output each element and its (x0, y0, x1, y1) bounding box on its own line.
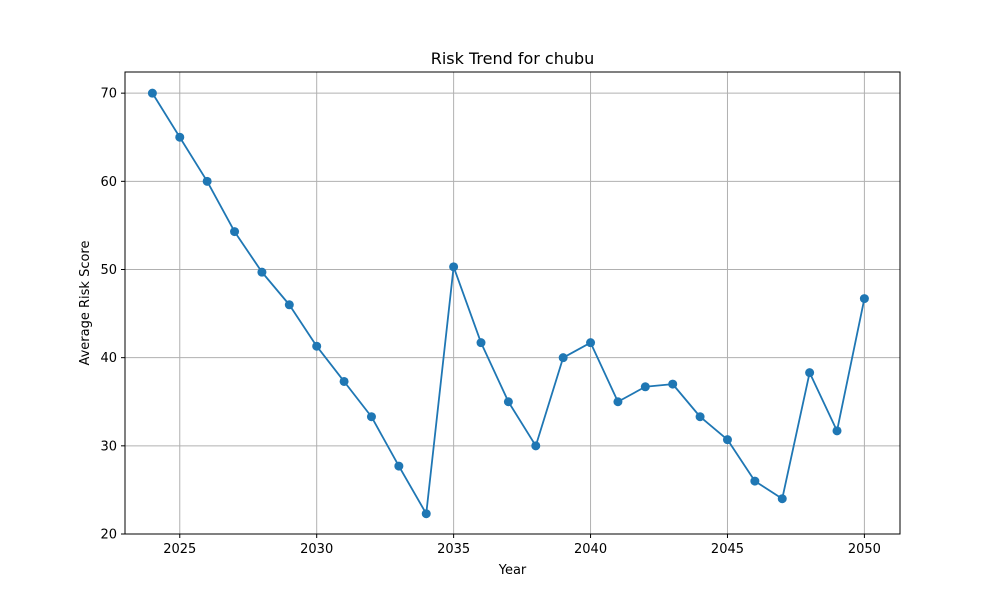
data-point (832, 426, 842, 436)
x-tick-label: 2025 (163, 542, 196, 557)
data-point (722, 435, 732, 445)
data-point (230, 227, 240, 237)
y-tick-label: 70 (100, 87, 117, 102)
data-point (394, 461, 404, 471)
x-axis-label: Year (498, 563, 527, 578)
data-point (586, 338, 596, 348)
data-point (750, 476, 760, 486)
y-tick-label: 60 (100, 175, 117, 190)
plot-frame (124, 71, 901, 535)
data-point (202, 176, 212, 186)
chart-title: Risk Trend for chubu (431, 49, 595, 68)
data-point (284, 300, 294, 310)
data-point (257, 267, 267, 277)
x-tick-label: 2035 (437, 542, 470, 557)
x-tick-label: 2050 (848, 542, 881, 557)
x-tick-label: 2045 (711, 542, 744, 557)
y-tick-label: 40 (100, 351, 117, 366)
y-tick-label: 20 (100, 528, 117, 543)
y-tick-label: 30 (100, 439, 117, 454)
data-point (613, 397, 623, 407)
data-point (476, 338, 486, 348)
data-point (695, 412, 705, 422)
y-tick-label: 50 (100, 263, 117, 278)
data-point (668, 379, 678, 389)
plot-area (125, 72, 900, 534)
data-point (147, 88, 157, 98)
series-group (147, 88, 869, 519)
data-point (312, 341, 322, 351)
y-axis-label: Average Risk Score (78, 240, 93, 365)
data-point (859, 294, 869, 304)
data-point (640, 382, 650, 392)
data-point (175, 132, 185, 142)
y-axis: 20 30 40 50 60 70 (100, 87, 125, 543)
data-point (558, 353, 568, 363)
data-point (805, 368, 815, 378)
data-point (777, 494, 787, 504)
data-point (503, 397, 513, 407)
data-point (449, 262, 459, 272)
data-point (366, 412, 376, 422)
x-tick-label: 2040 (574, 542, 607, 557)
data-point (421, 509, 431, 519)
x-axis: 2025 2030 2035 2040 2045 2050 (163, 534, 881, 557)
data-point (339, 376, 349, 386)
x-tick-label: 2030 (300, 542, 333, 557)
data-point (531, 441, 541, 451)
